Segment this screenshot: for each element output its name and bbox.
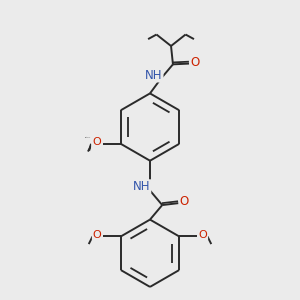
Text: O: O [92,137,101,147]
Text: O: O [93,230,101,240]
Text: NH: NH [133,180,150,193]
Text: NH: NH [145,69,163,82]
Text: O: O [180,195,189,208]
Text: O: O [199,230,207,240]
Text: O: O [190,56,200,68]
Text: methoxy: methoxy [85,137,91,138]
